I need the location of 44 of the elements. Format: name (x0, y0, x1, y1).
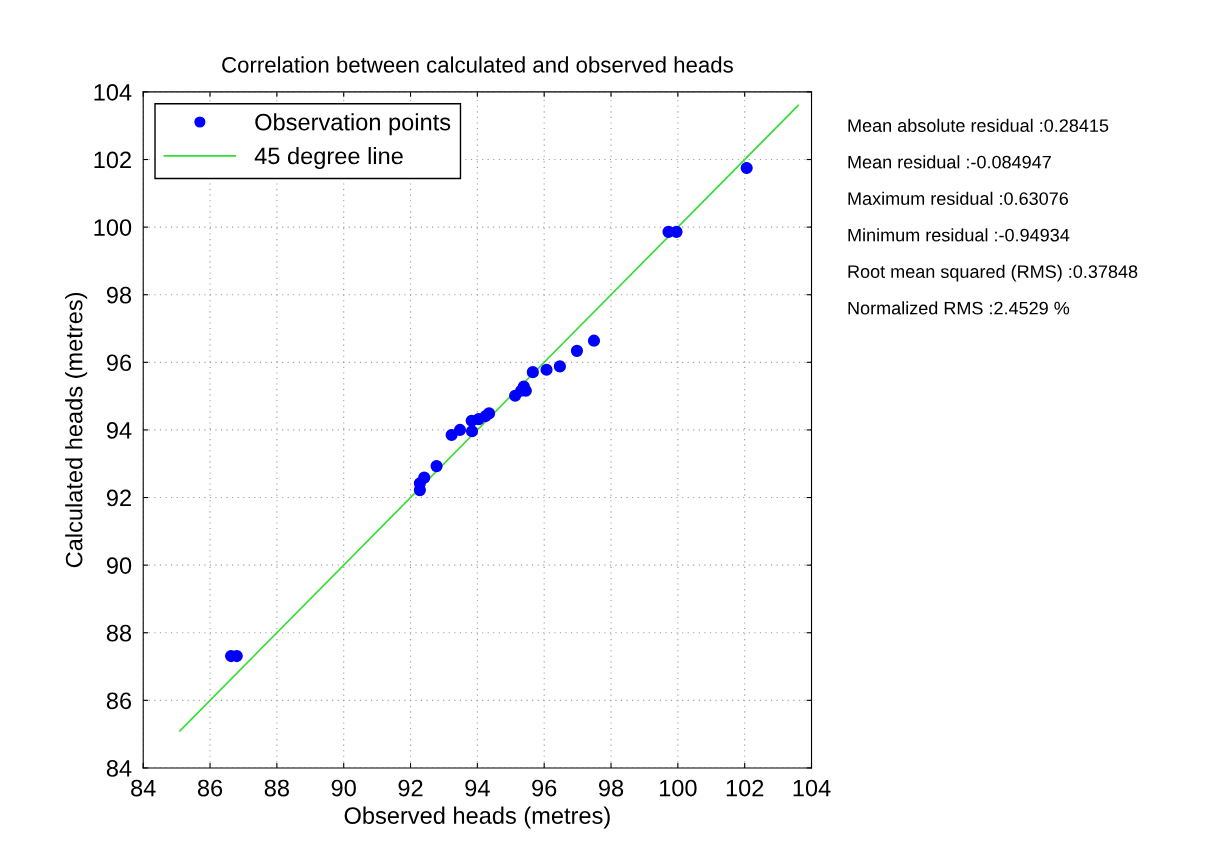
point (540, 363, 553, 376)
point (553, 360, 566, 373)
text: Mean absolute residual :0.28415 (848, 118, 1109, 132)
legend-label: 45 degree line (254, 146, 403, 169)
y-tick-label: 94 (106, 422, 132, 439)
x-tick-label: 88 (264, 779, 289, 797)
y-tick-label: 98 (106, 286, 132, 304)
point (740, 161, 753, 175)
legend-label: Observation points (255, 113, 451, 136)
x-tick-label: 84 (131, 779, 156, 797)
x-tick-label: 90 (331, 779, 356, 797)
text: Normalized RMS :2.4529 % (848, 301, 1070, 315)
y-tick-label: 100 (94, 219, 132, 236)
x-tick-label: 86 (197, 779, 223, 797)
x-tick-label: 94 (465, 779, 490, 797)
y-tick-label: 104 (94, 83, 132, 101)
point (418, 471, 431, 484)
y-tick-label: 90 (106, 557, 132, 574)
text: Mean residual :-0.084947 (848, 155, 1051, 169)
y-tick-label: 92 (106, 489, 131, 507)
x-axis-title: Observed heads (metres) (344, 806, 610, 829)
y-axis-title: Calculated heads (metres) (65, 292, 88, 568)
y-tick-label: 102 (94, 151, 131, 169)
x-tick-label: 104 (793, 779, 831, 797)
chart-title: Correlation between calculated and observed heads (222, 56, 733, 73)
y-tick-label: 96 (106, 354, 132, 372)
text: Maximum residual :0.63076 (848, 191, 1068, 205)
y-tick-label: 88 (106, 624, 132, 642)
x-tick-label: 100 (659, 779, 697, 797)
y-tick-label: 86 (106, 692, 132, 710)
x-tick-label: 92 (398, 779, 423, 797)
point (430, 460, 443, 473)
point (465, 425, 479, 438)
x-tick-label: 98 (599, 779, 624, 797)
point (570, 344, 584, 357)
point (482, 407, 496, 420)
x-tick-label: 96 (532, 779, 557, 797)
y-tick-label: 84 (106, 760, 132, 777)
text: Minimum residual :-0.94934 (848, 228, 1070, 242)
x-tick-label: 102 (726, 779, 764, 797)
point (526, 366, 539, 379)
point (453, 423, 467, 437)
text: Root mean squared (RMS) :0.37848 (848, 264, 1138, 282)
point (587, 334, 601, 347)
